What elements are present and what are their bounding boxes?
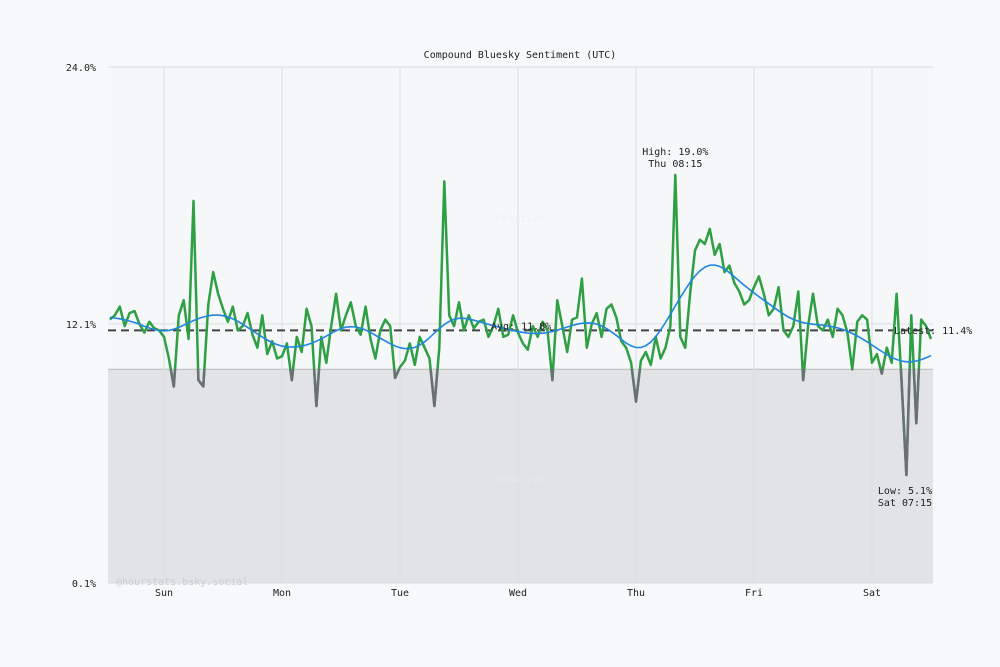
y-tick-label: 24.0%: [66, 63, 96, 74]
positive-zone-label: Positive: [496, 214, 544, 225]
latest-label: Latest: 11.4%: [894, 326, 972, 337]
low-time-label: Sat 07:15: [878, 498, 932, 509]
watermark: @hourstats.bsky.social: [116, 577, 248, 588]
x-tick-label: Mon: [273, 588, 291, 599]
y-tick-label: 12.1%: [66, 320, 96, 331]
y-tick-label: 0.1%: [72, 579, 96, 590]
x-tick-label: Sun: [155, 588, 173, 599]
high-label: High: 19.0%: [642, 147, 708, 158]
x-tick-label: Sat: [863, 588, 881, 599]
x-tick-label: Thu: [627, 588, 645, 599]
average-label: Avg: 11.8%: [491, 321, 551, 332]
high-time-label: Thu 08:15: [648, 159, 702, 170]
negative-zone: [108, 369, 933, 583]
x-tick-label: Wed: [509, 588, 527, 599]
chart-title: Compound Bluesky Sentiment (UTC): [424, 50, 617, 61]
low-label: Low: 5.1%: [878, 486, 932, 497]
negative-zone-label: Negative: [496, 474, 544, 485]
grid: [108, 66, 933, 584]
smoothed-trend-line: [109, 264, 932, 363]
x-tick-label: Fri: [745, 588, 763, 599]
x-tick-label: Tue: [391, 588, 409, 599]
